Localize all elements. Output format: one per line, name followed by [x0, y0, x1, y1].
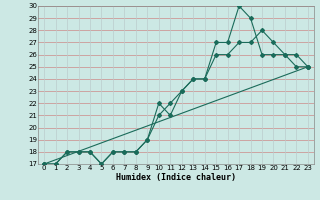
X-axis label: Humidex (Indice chaleur): Humidex (Indice chaleur)	[116, 173, 236, 182]
